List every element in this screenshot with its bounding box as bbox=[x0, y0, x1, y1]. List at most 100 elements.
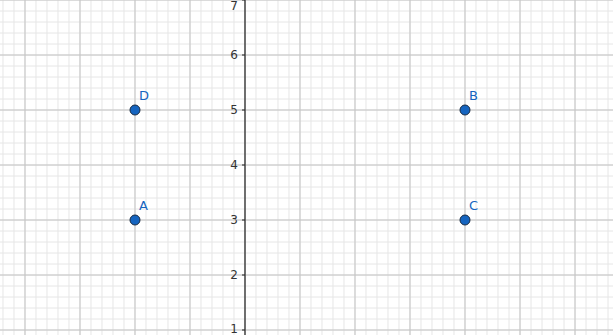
minor-grid bbox=[310, 0, 311, 335]
minor-grid bbox=[0, 11, 613, 12]
minor-grid bbox=[321, 0, 322, 335]
minor-grid bbox=[343, 0, 344, 335]
minor-grid bbox=[0, 242, 613, 243]
minor-grid bbox=[299, 0, 300, 335]
minor-grid bbox=[0, 209, 613, 210]
grid-line bbox=[0, 330, 613, 331]
axis-line bbox=[244, 0, 245, 335]
tick-mark bbox=[242, 330, 245, 331]
minor-grid bbox=[332, 0, 333, 335]
point-label: D bbox=[139, 88, 149, 103]
tick-mark bbox=[242, 110, 245, 111]
point-label: A bbox=[139, 198, 148, 213]
minor-grid bbox=[453, 0, 454, 335]
grid-line bbox=[24, 0, 25, 335]
minor-grid bbox=[409, 0, 410, 335]
grid-line bbox=[134, 0, 135, 335]
minor-grid bbox=[0, 121, 613, 122]
minor-grid bbox=[266, 0, 267, 335]
grid-line bbox=[0, 165, 613, 166]
minor-grid bbox=[542, 0, 543, 335]
minor-grid bbox=[0, 132, 613, 133]
minor-grid bbox=[123, 0, 124, 335]
minor-grid bbox=[46, 0, 47, 335]
tick-label: 2 bbox=[230, 268, 238, 282]
y-axis: 1234567 bbox=[230, 0, 245, 335]
grid-line bbox=[79, 0, 80, 335]
point bbox=[130, 105, 140, 115]
tick-label: 4 bbox=[230, 158, 238, 172]
grid-line bbox=[0, 220, 613, 221]
minor-grid bbox=[520, 0, 521, 335]
grid-line bbox=[575, 0, 576, 335]
tick-mark bbox=[242, 220, 245, 221]
grid-line bbox=[0, 110, 613, 111]
grid-line bbox=[520, 0, 521, 335]
chart: 1234567ABCD bbox=[0, 0, 613, 335]
minor-grid bbox=[398, 0, 399, 335]
minor-grid bbox=[531, 0, 532, 335]
tick-label: 3 bbox=[230, 213, 238, 227]
minor-grid bbox=[0, 264, 613, 265]
minor-grid bbox=[90, 0, 91, 335]
minor-grid bbox=[255, 0, 256, 335]
minor-grid bbox=[200, 0, 201, 335]
minor-grid bbox=[57, 0, 58, 335]
minor-grid bbox=[0, 330, 613, 331]
grid-line bbox=[354, 0, 355, 335]
minor-grid bbox=[387, 0, 388, 335]
point bbox=[130, 215, 140, 225]
minor-grid bbox=[13, 0, 14, 335]
minor-grid bbox=[35, 0, 36, 335]
minor-grid bbox=[0, 308, 613, 309]
points bbox=[130, 105, 470, 225]
point bbox=[460, 105, 470, 115]
minor-grid bbox=[0, 22, 613, 23]
minor-grid bbox=[586, 0, 587, 335]
tick-mark bbox=[242, 0, 245, 1]
minor-grid bbox=[288, 0, 289, 335]
point-label: C bbox=[469, 198, 478, 213]
minor-grid bbox=[354, 0, 355, 335]
point-labels: ABCD bbox=[139, 88, 478, 213]
minor-grid bbox=[376, 0, 377, 335]
minor-grid bbox=[0, 110, 613, 111]
minor-grid bbox=[79, 0, 80, 335]
minor-grid bbox=[189, 0, 190, 335]
minor-grid bbox=[0, 176, 613, 177]
grid-line bbox=[299, 0, 300, 335]
minor-grid bbox=[0, 275, 613, 276]
grid-line bbox=[244, 0, 245, 335]
minor-grid bbox=[365, 0, 366, 335]
root: 1234567ABCD bbox=[0, 0, 613, 335]
minor-grid bbox=[564, 0, 565, 335]
minor-grid bbox=[24, 0, 25, 335]
minor-grid bbox=[68, 0, 69, 335]
minor-grid bbox=[0, 33, 613, 34]
tick-label: 7 bbox=[230, 0, 238, 13]
minor-grid bbox=[597, 0, 598, 335]
minor-grid bbox=[222, 0, 223, 335]
minor-grid bbox=[0, 154, 613, 155]
point bbox=[460, 215, 470, 225]
minor-grid bbox=[509, 0, 510, 335]
minor-grid bbox=[0, 66, 613, 67]
minor-grid bbox=[0, 297, 613, 298]
minor-grid bbox=[0, 165, 613, 166]
minor-grid bbox=[101, 0, 102, 335]
minor-grid bbox=[112, 0, 113, 335]
minor-grid bbox=[0, 220, 613, 221]
minor-grid bbox=[244, 0, 245, 335]
grid-line bbox=[0, 275, 613, 276]
grid bbox=[0, 0, 613, 335]
tick-label: 6 bbox=[230, 48, 238, 62]
minor-grid bbox=[0, 88, 613, 89]
minor-grid bbox=[0, 55, 613, 56]
minor-grid bbox=[167, 0, 168, 335]
minor-grid bbox=[0, 44, 613, 45]
minor-grid bbox=[0, 143, 613, 144]
grid-line bbox=[0, 55, 613, 56]
minor-grid bbox=[145, 0, 146, 335]
grid-line bbox=[409, 0, 410, 335]
grid-line bbox=[464, 0, 465, 335]
